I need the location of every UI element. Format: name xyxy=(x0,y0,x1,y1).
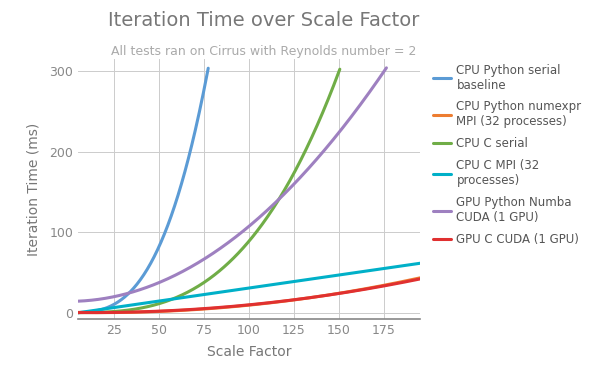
CPU Python numexpr
MPI (32 processes) xyxy=(278,299,286,303)
CPU C MPI (32
processes) xyxy=(74,311,82,315)
CPU Python serial
baseline xyxy=(205,66,212,70)
GPU C CUDA (1 GPU) xyxy=(416,277,424,281)
CPU Python numexpr
MPI (32 processes) xyxy=(416,276,424,280)
Line: CPU C serial: CPU C serial xyxy=(78,69,340,313)
GPU C CUDA (1 GPU) xyxy=(74,310,82,315)
CPU C serial xyxy=(261,219,268,223)
CPU C MPI (32
processes) xyxy=(408,262,415,267)
CPU Python serial
baseline xyxy=(146,263,153,268)
GPU Python Numba
CUDA (1 GPU) xyxy=(74,299,82,303)
Line: CPU Python serial
baseline: CPU Python serial baseline xyxy=(78,68,208,312)
X-axis label: Scale Factor: Scale Factor xyxy=(207,345,291,359)
CPU C serial xyxy=(74,311,82,315)
GPU C CUDA (1 GPU) xyxy=(260,301,268,306)
GPU Python Numba
CUDA (1 GPU) xyxy=(383,66,390,70)
CPU C MPI (32
processes) xyxy=(259,284,266,288)
CPU C serial xyxy=(336,67,343,72)
Line: GPU Python Numba
CUDA (1 GPU): GPU Python Numba CUDA (1 GPU) xyxy=(78,68,386,301)
GPU Python Numba
CUDA (1 GPU) xyxy=(242,227,250,231)
Line: CPU Python numexpr
MPI (32 processes): CPU Python numexpr MPI (32 processes) xyxy=(78,278,420,313)
GPU C CUDA (1 GPU) xyxy=(409,278,416,283)
Line: CPU C MPI (32
processes): CPU C MPI (32 processes) xyxy=(78,263,420,313)
Text: Iteration Time over Scale Factor: Iteration Time over Scale Factor xyxy=(109,11,419,30)
GPU Python Numba
CUDA (1 GPU) xyxy=(283,190,290,194)
Line: GPU C CUDA (1 GPU): GPU C CUDA (1 GPU) xyxy=(78,279,420,313)
GPU Python Numba
CUDA (1 GPU) xyxy=(333,134,340,138)
CPU C MPI (32
processes) xyxy=(239,287,246,291)
GPU Python Numba
CUDA (1 GPU) xyxy=(119,292,127,297)
GPU C CUDA (1 GPU) xyxy=(87,311,94,315)
Y-axis label: Iteration Time (ms): Iteration Time (ms) xyxy=(27,122,41,256)
CPU Python numexpr
MPI (32 processes) xyxy=(239,303,247,308)
Legend: CPU Python serial
baseline, CPU Python numexpr
MPI (32 processes), CPU C serial,: CPU Python serial baseline, CPU Python n… xyxy=(430,60,585,249)
CPU Python serial
baseline xyxy=(74,310,82,315)
GPU Python Numba
CUDA (1 GPU) xyxy=(89,298,96,302)
CPU C MPI (32
processes) xyxy=(278,281,285,286)
GPU C CUDA (1 GPU) xyxy=(239,303,247,308)
CPU C serial xyxy=(126,308,133,312)
CPU C serial xyxy=(243,242,250,246)
CPU C MPI (32
processes) xyxy=(416,261,424,266)
CPU Python serial
baseline xyxy=(165,221,172,226)
GPU Python Numba
CUDA (1 GPU) xyxy=(202,256,209,260)
Text: All tests ran on Cirrus with Reynolds number = 2: All tests ran on Cirrus with Reynolds nu… xyxy=(112,45,416,58)
CPU Python serial
baseline xyxy=(163,227,170,231)
CPU Python serial
baseline xyxy=(172,201,179,206)
CPU C serial xyxy=(256,226,263,230)
GPU C CUDA (1 GPU) xyxy=(355,288,362,292)
CPU Python numexpr
MPI (32 processes) xyxy=(74,310,82,315)
CPU Python numexpr
MPI (32 processes) xyxy=(409,277,416,282)
CPU C MPI (32
processes) xyxy=(237,287,244,292)
CPU Python numexpr
MPI (32 processes) xyxy=(98,311,105,315)
CPU C MPI (32
processes) xyxy=(355,270,362,275)
CPU Python serial
baseline xyxy=(167,214,175,218)
CPU Python serial
baseline xyxy=(100,306,107,311)
CPU Python numexpr
MPI (32 processes) xyxy=(260,301,268,306)
CPU Python numexpr
MPI (32 processes) xyxy=(238,304,245,308)
GPU C CUDA (1 GPU) xyxy=(238,303,245,308)
CPU C serial xyxy=(216,268,223,273)
GPU C CUDA (1 GPU) xyxy=(278,299,286,303)
CPU C serial xyxy=(156,301,163,306)
CPU Python numexpr
MPI (32 processes) xyxy=(355,288,362,292)
